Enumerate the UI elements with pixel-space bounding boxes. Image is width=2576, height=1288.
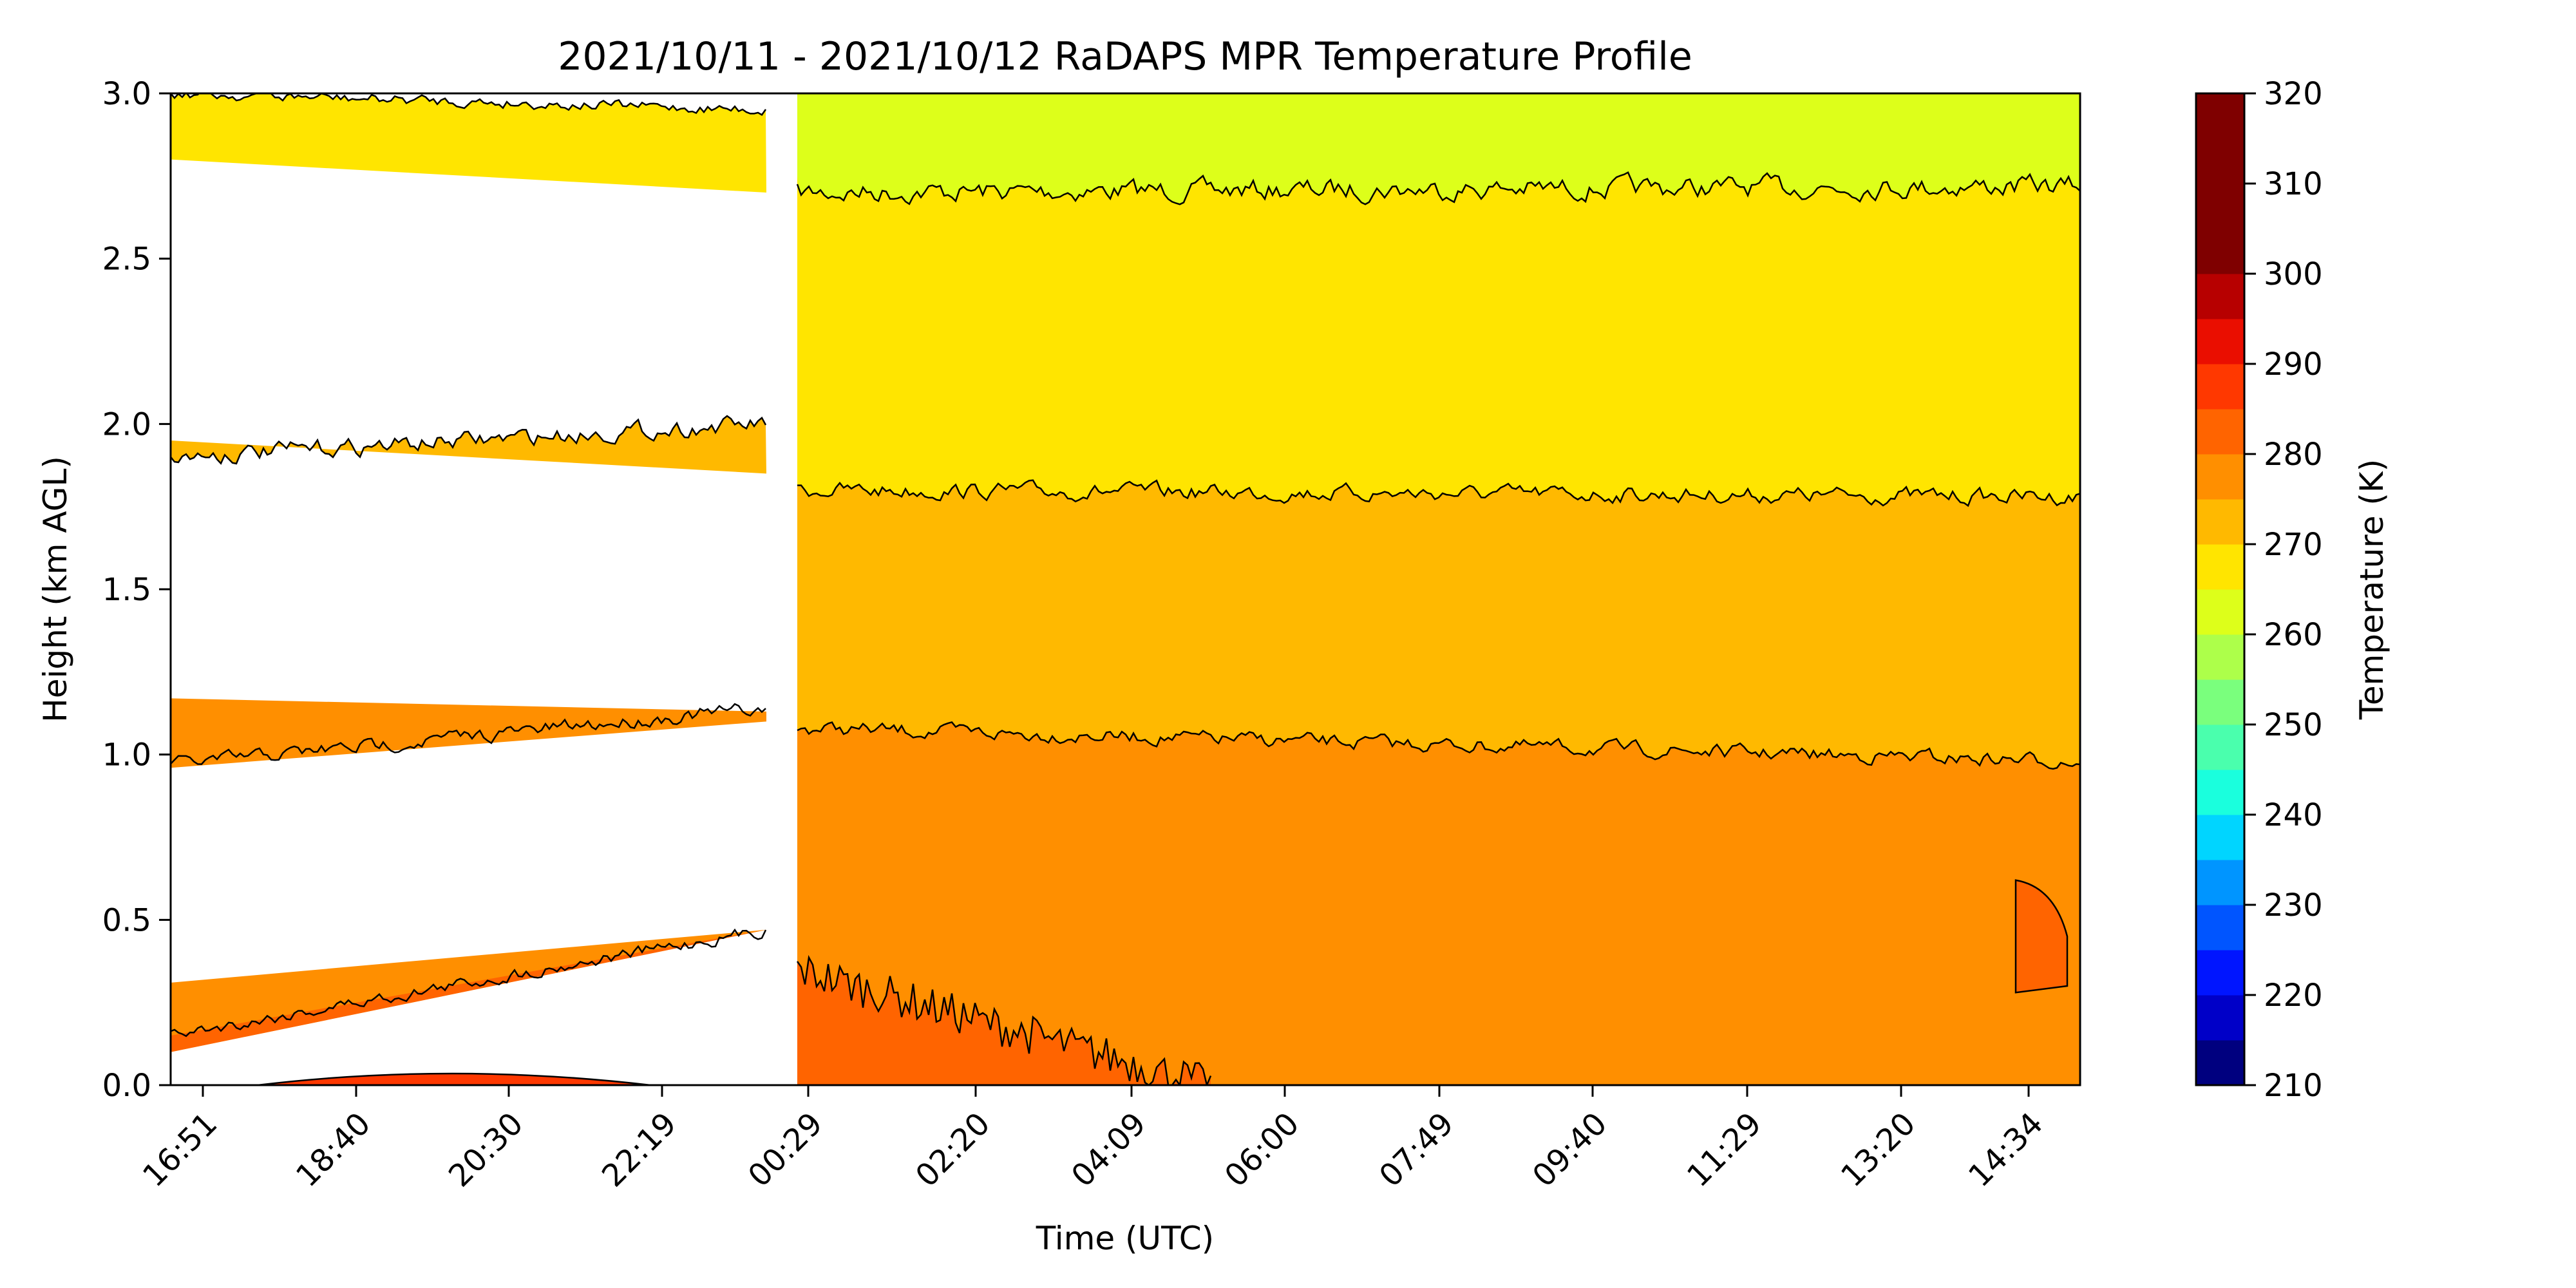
y-tick-label: 0.5 — [102, 902, 151, 938]
x-tick-label: 09:40 — [1526, 1106, 1614, 1194]
x-tick-label: 20:30 — [442, 1106, 530, 1194]
y-tick-label: 2.0 — [102, 406, 151, 442]
colorbar-tick-label: 300 — [2264, 256, 2323, 292]
colorbar-segment — [2196, 860, 2244, 905]
isotherm-290 — [797, 721, 2080, 770]
warm-pocket — [2014, 879, 2069, 994]
chart-title: 2021/10/11 - 2021/10/12 RaDAPS MPR Tempe… — [558, 34, 1692, 79]
colorbar-segment — [2196, 544, 2244, 590]
colorbar-segment — [2196, 589, 2244, 635]
seg1-band-295 — [171, 929, 766, 1052]
colorbar-tick-label: 210 — [2264, 1068, 2323, 1104]
x-tick-label: 18:40 — [289, 1106, 377, 1194]
seg1-isotherm-285 — [171, 415, 767, 465]
seg1-band-285 — [171, 415, 766, 474]
colorbar-segment — [2196, 724, 2244, 770]
isotherm-295 — [796, 954, 1212, 1085]
x-axis: 16:51 18:40 20:30 22:19 00:29 02:20 04:09 06:00… — [136, 1085, 2050, 1194]
seg1-isotherm-290 — [171, 703, 766, 765]
colorbar-segment — [2196, 409, 2244, 455]
x-tick-label: 14:34 — [1962, 1106, 2050, 1194]
colorbar-segment — [2196, 995, 2244, 1041]
colorbar-segment — [2196, 634, 2244, 680]
x-axis-label: Time (UTC) — [1036, 1220, 1214, 1257]
colorbar-segment — [2196, 319, 2244, 365]
colorbar-label: Temperature (K) — [2353, 459, 2391, 720]
colorbar-tick-label: 320 — [2264, 76, 2323, 112]
colorbar-tick-label: 250 — [2264, 707, 2323, 743]
colorbar-tick-label: 290 — [2264, 346, 2323, 383]
x-tick-label: 06:00 — [1218, 1106, 1306, 1194]
colorbar: 210 220 230 240 250 260 270 280 290 300 310 320 — [2195, 76, 2323, 1104]
colorbar-tick-label: 240 — [2264, 797, 2323, 833]
colorbar-tick-label: 230 — [2264, 887, 2323, 923]
colorbar-tick-label: 280 — [2264, 437, 2323, 473]
y-tick-label: 0.0 — [102, 1068, 151, 1104]
seg1-isotherm-280 — [171, 93, 767, 116]
colorbar-segment — [2196, 454, 2244, 500]
contour-lines — [171, 93, 2080, 1085]
y-tick-label: 1.0 — [102, 737, 151, 773]
colorbar-segment — [2196, 138, 2244, 184]
y-axis: 0.0 0.5 1.0 1.5 2.0 2.5 3.0 — [102, 76, 171, 1104]
colorbar-tick-label: 220 — [2264, 978, 2323, 1014]
seg1-band-280 — [171, 93, 766, 193]
colorbar-tick-label: 260 — [2264, 617, 2323, 653]
colorbar-frame — [2195, 92, 2246, 1086]
colorbar-segment — [2196, 229, 2244, 274]
colorbar-segment — [2196, 364, 2244, 410]
gap-interp-wedge — [797, 176, 840, 474]
colorbar-segment — [2196, 905, 2244, 951]
x-tick-label: 04:09 — [1065, 1106, 1153, 1194]
band-295-300 — [797, 957, 1211, 1085]
x-tick-label: 16:51 — [136, 1106, 224, 1194]
colorbar-tick-label: 270 — [2264, 527, 2323, 563]
y-tick-label: 1.5 — [102, 572, 151, 608]
x-tick-label: 02:20 — [909, 1106, 997, 1194]
colorbar-segment — [2196, 274, 2244, 319]
x-tick-label: 11:29 — [1680, 1106, 1768, 1194]
y-tick-label: 3.0 — [102, 76, 151, 112]
colorbar-segment — [2196, 679, 2244, 725]
x-tick-label: 00:29 — [741, 1106, 829, 1194]
plot-area — [171, 93, 2080, 1085]
isotherm-285 — [797, 479, 2080, 507]
colorbar-segment — [2196, 950, 2244, 996]
isotherm-280 — [796, 171, 2080, 205]
colorbar-segment — [2196, 93, 2244, 139]
y-axis-label: Height (km AGL) — [37, 456, 74, 723]
band-290-295 — [797, 722, 2080, 1085]
seg1-isotherm-295 — [171, 928, 767, 1037]
x-tick-label: 13:20 — [1834, 1106, 1922, 1194]
colorbar-segment — [2196, 770, 2244, 815]
y-tick-label: 2.5 — [102, 242, 151, 278]
x-tick-label: 22:19 — [595, 1106, 683, 1194]
colorbar-segment — [2196, 499, 2244, 545]
colorbar-segment — [2196, 184, 2244, 229]
colorbar-tick-label: 310 — [2264, 166, 2323, 202]
seg1-band-300 — [257, 1072, 651, 1085]
colorbar-segment — [2196, 1040, 2244, 1086]
x-tick-label: 07:49 — [1372, 1106, 1461, 1194]
contour-bands — [171, 93, 2080, 1085]
colorbar-segment — [2196, 815, 2244, 860]
